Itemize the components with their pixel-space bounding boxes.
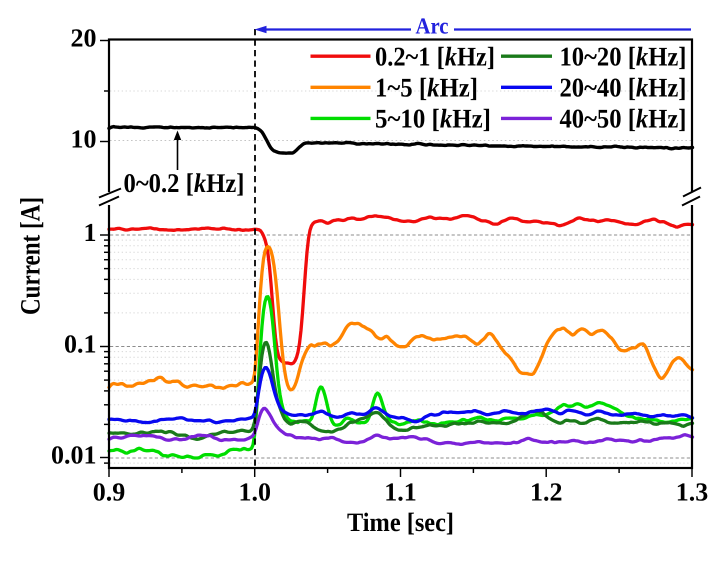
svg-text:1.3: 1.3 — [676, 478, 709, 507]
svg-text:1.2: 1.2 — [530, 478, 563, 507]
svg-text:0.9: 0.9 — [93, 478, 126, 507]
svg-text:0.2~1 [kHz]: 0.2~1 [kHz] — [375, 42, 495, 72]
svg-text:Arc: Arc — [416, 14, 449, 39]
svg-text:20~40 [kHz]: 20~40 [kHz] — [560, 73, 687, 103]
svg-text:1.0: 1.0 — [238, 478, 271, 507]
svg-text:10~20 [kHz]: 10~20 [kHz] — [560, 42, 687, 72]
svg-text:10: 10 — [71, 125, 97, 154]
svg-text:20: 20 — [71, 24, 97, 53]
svg-text:0~0.2 [kHz]: 0~0.2 [kHz] — [124, 168, 245, 198]
svg-text:40~50 [kHz]: 40~50 [kHz] — [560, 104, 687, 134]
svg-text:0.1: 0.1 — [64, 330, 97, 359]
svg-text:0.01: 0.01 — [51, 441, 97, 470]
svg-text:5~10 [kHz]: 5~10 [kHz] — [375, 104, 491, 134]
svg-text:Current [A]: Current [A] — [16, 197, 47, 315]
svg-text:Time [sec]: Time [sec] — [347, 507, 454, 537]
svg-text:1.1: 1.1 — [384, 478, 417, 507]
svg-text:1: 1 — [84, 218, 97, 247]
svg-text:1~5 [kHz]: 1~5 [kHz] — [375, 73, 478, 103]
